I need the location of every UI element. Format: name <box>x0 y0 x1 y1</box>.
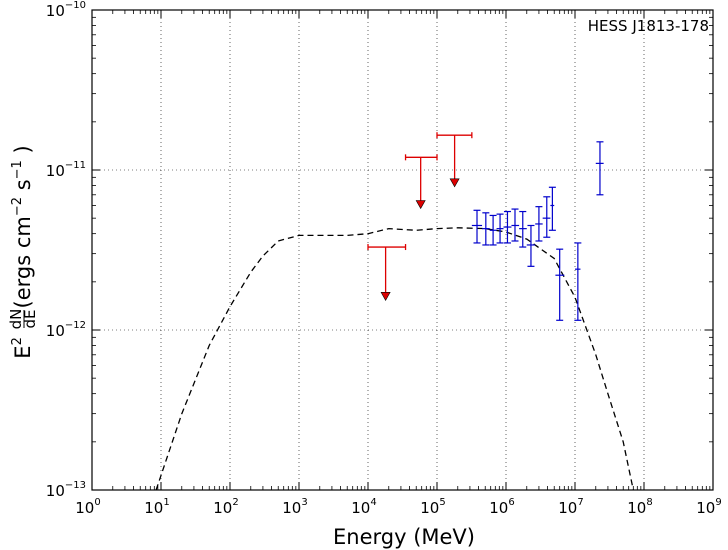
measurement-series <box>471 141 604 321</box>
x-tick-label: 107 <box>558 497 583 517</box>
x-tick-label: 102 <box>213 497 238 517</box>
measurement-point <box>542 196 551 238</box>
x-tick-label: 108 <box>627 497 652 517</box>
source-annotation: HESS J1813-178 <box>588 17 709 35</box>
y-tick-label: 10−10 <box>46 0 86 20</box>
upper-limit-point <box>367 244 407 301</box>
y-tick-label: 10−13 <box>46 480 86 500</box>
svg-text:E2 (ergs cm−2 s−1 ): E2 (ergs cm−2 s−1 ) <box>10 145 35 358</box>
y-label-sup1: −2 <box>10 197 25 216</box>
y-label-open: (ergs cm <box>11 216 35 308</box>
measurement-point <box>496 213 504 244</box>
measurement-point <box>555 248 565 321</box>
measurement-point <box>503 210 512 244</box>
measurement-point <box>482 212 490 246</box>
measurement-point <box>511 208 520 242</box>
x-tick-label: 101 <box>144 497 169 517</box>
y-label-mid: s <box>11 179 35 197</box>
model-curve <box>155 227 634 491</box>
upper-limit-arrow <box>380 292 391 301</box>
model-curve-line <box>155 227 634 491</box>
ticks <box>91 9 714 491</box>
x-tick-label: 106 <box>489 497 514 517</box>
measurement-point <box>574 242 582 321</box>
y-label-frac-den: dE <box>21 310 39 329</box>
measurement-point <box>519 210 527 248</box>
x-tick-label: 104 <box>351 497 376 517</box>
upper-limit-point <box>436 132 473 188</box>
x-tick-label: 100 <box>75 497 100 517</box>
measurement-point <box>489 214 497 246</box>
plot-background <box>92 10 713 490</box>
grid <box>92 10 713 490</box>
measurement-point <box>595 141 604 196</box>
upper-limit-arrow <box>449 178 460 188</box>
measurement-point <box>526 224 536 267</box>
x-tick-label: 103 <box>282 497 307 517</box>
y-label-frac-num: dN <box>7 309 25 330</box>
x-tick-label: 109 <box>696 497 721 517</box>
y-label-sup: 2 <box>10 337 25 345</box>
measurement-point <box>535 206 543 242</box>
x-axis-label: Energy (MeV) <box>333 525 475 549</box>
y-label-prefix: E <box>11 345 35 358</box>
x-tick-label: 105 <box>420 497 445 517</box>
y-tick-label: 10−12 <box>46 320 86 340</box>
upper-limit-point <box>404 154 438 210</box>
y-tick-label: 10−11 <box>46 160 86 180</box>
y-label-close: ) <box>11 145 35 160</box>
y-label-sup2: −1 <box>10 160 25 179</box>
plot-frame <box>91 9 714 491</box>
measurement-point <box>471 209 483 244</box>
upper-limit-arrow <box>415 200 426 210</box>
upper-limit-series <box>367 132 473 301</box>
y-axis-label: E2 (ergs cm−2 s−1 ) dN dE <box>7 145 39 358</box>
y-tick-labels: 10−13 10−12 10−11 10−10 <box>46 0 86 500</box>
measurement-point <box>548 186 556 231</box>
x-tick-labels: 100 101 102 103 104 105 106 107 108 109 <box>75 497 721 517</box>
